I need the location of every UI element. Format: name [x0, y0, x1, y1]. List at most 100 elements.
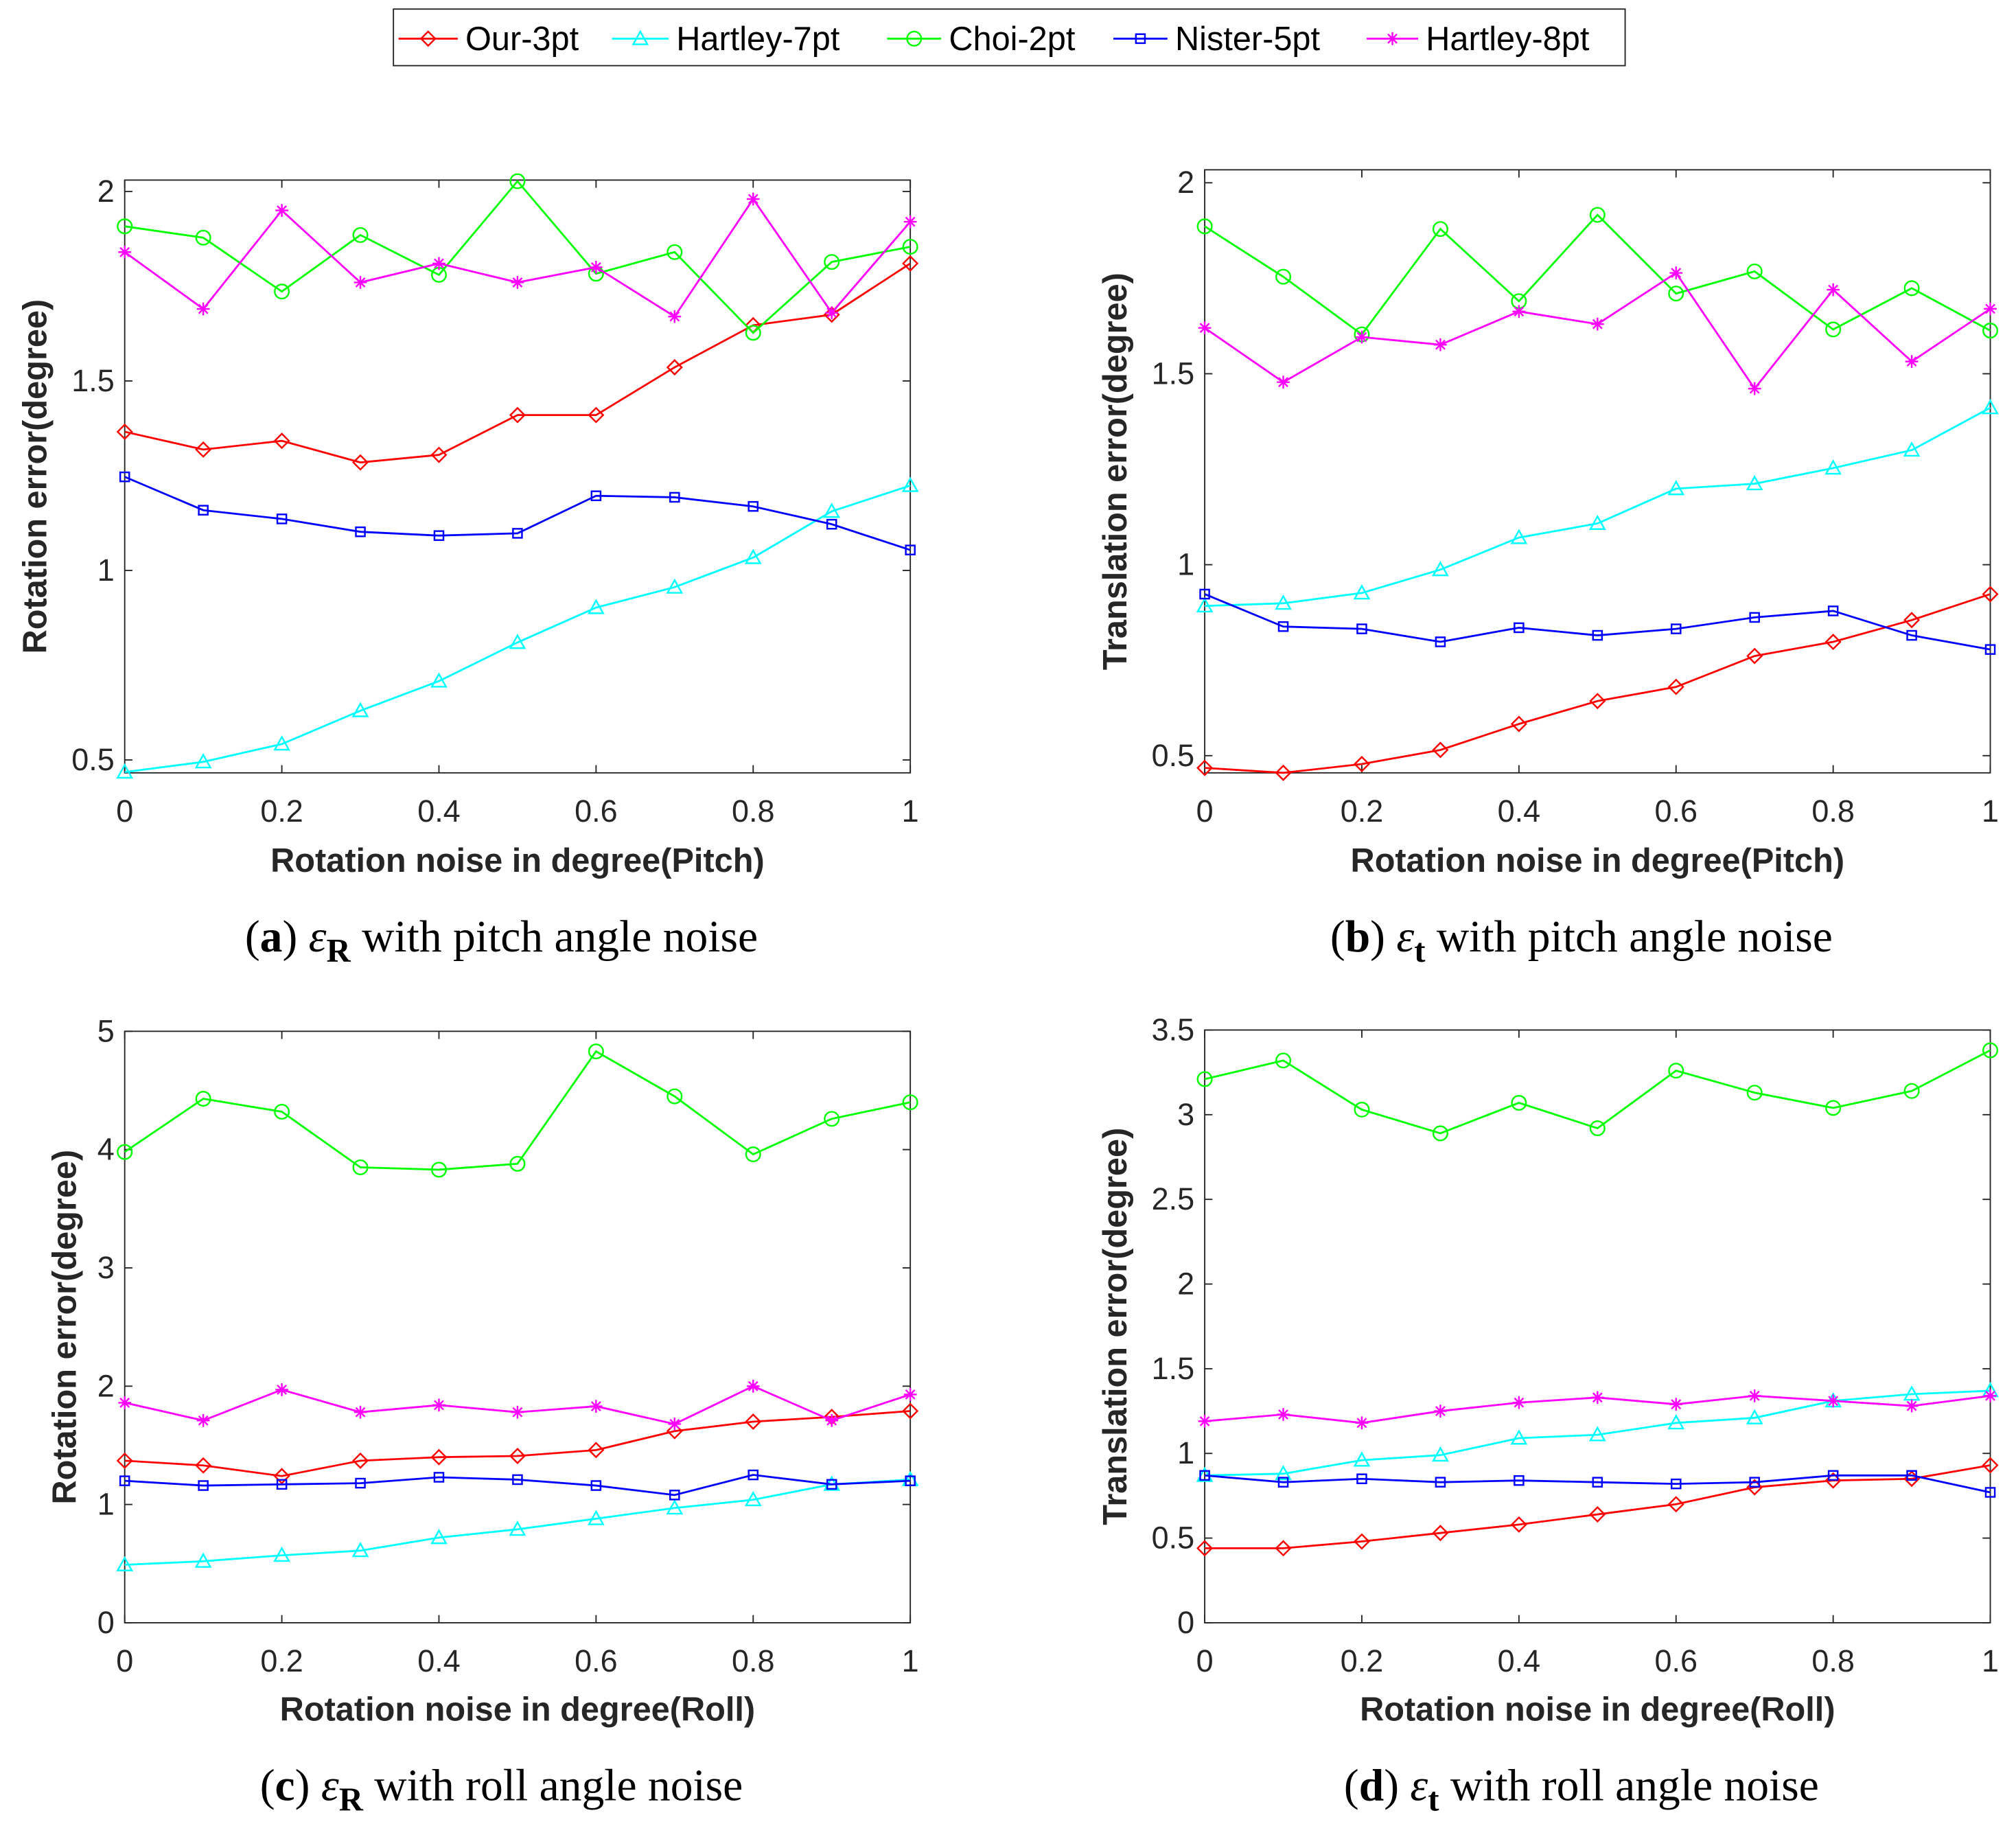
square-marker	[1435, 636, 1446, 647]
square-marker	[1592, 1477, 1603, 1488]
x-axis-label: Rotation noise in degree(Roll)	[280, 1691, 755, 1728]
diamond-marker	[1746, 647, 1763, 664]
diamond-marker	[509, 406, 526, 424]
diamond-marker	[273, 432, 290, 450]
circle-marker	[117, 1144, 133, 1160]
caption-paren: )	[1370, 912, 1396, 962]
circle-marker	[745, 1146, 761, 1163]
circle-marker	[667, 1088, 683, 1105]
asterisk-stroke	[1985, 1390, 1995, 1401]
circle-marker	[902, 238, 918, 255]
asterisk-marker	[118, 1396, 132, 1409]
asterisk-stroke	[1356, 332, 1367, 343]
series-line	[124, 179, 911, 334]
asterisk-marker	[511, 276, 524, 289]
series-hartley-7pt	[116, 476, 919, 779]
circle-marker	[1511, 1095, 1527, 1111]
diamond-marker	[1667, 678, 1684, 695]
series-line	[124, 485, 911, 774]
triangle-marker	[116, 1556, 134, 1571]
triangle-marker	[1432, 561, 1449, 577]
triangle-marker	[1588, 1426, 1606, 1442]
legend-entry: Hartley-7pt	[612, 21, 840, 58]
asterisk-stroke	[119, 246, 130, 257]
asterisk-marker	[825, 306, 839, 319]
x-tick-label: 0.4	[1498, 794, 1540, 829]
series-nister-5pt	[119, 471, 916, 555]
triangle-marker	[1588, 514, 1606, 530]
asterisk-marker	[432, 257, 445, 270]
plot-area	[1204, 169, 1991, 774]
asterisk-marker	[1434, 1405, 1447, 1418]
caption-subscript: t	[1414, 932, 1425, 969]
asterisk-marker	[668, 310, 682, 323]
triangle-marker	[1196, 597, 1214, 613]
asterisk-stroke	[355, 277, 366, 288]
diamond-marker	[1510, 715, 1527, 732]
caption-paren: (	[1344, 1761, 1359, 1810]
square-marker	[826, 518, 837, 530]
square-marker	[905, 544, 916, 555]
x-tick-label: 0.8	[732, 794, 774, 829]
asterisk-marker	[1277, 375, 1290, 389]
series-our-3pt	[1196, 586, 1999, 781]
asterisk-stroke	[905, 1389, 916, 1400]
asterisk-marker	[1827, 1394, 1840, 1408]
asterisk-stroke	[1906, 1400, 1917, 1411]
asterisk-marker	[589, 260, 603, 274]
series-hartley-7pt	[116, 1470, 919, 1571]
series-nister-5pt	[1199, 1470, 1996, 1498]
circle-marker	[1354, 1101, 1370, 1118]
series-hartley-8pt	[1198, 1389, 1997, 1430]
triangle-marker	[1746, 474, 1763, 491]
circle-marker	[824, 1111, 840, 1127]
circle-marker	[1668, 1063, 1684, 1079]
x-tick-label: 0.8	[1811, 1643, 1854, 1678]
series-line	[1204, 1049, 1991, 1135]
x-tick-label: 0.2	[260, 794, 303, 829]
circle-marker	[667, 244, 683, 260]
asterisk-marker	[1748, 1389, 1761, 1402]
diamond-marker	[419, 30, 437, 47]
y-axis-label: Rotation error(degree)	[47, 1150, 84, 1505]
asterisk-stroke	[355, 1407, 366, 1418]
series-line	[1205, 1464, 1991, 1549]
triangle-marker	[1275, 594, 1292, 610]
asterisk-stroke	[1749, 383, 1760, 394]
asterisk-marker	[1512, 305, 1526, 319]
asterisk-stroke	[826, 308, 837, 318]
square-marker	[1277, 1477, 1289, 1488]
y-tick-label: 3.5	[1152, 1012, 1194, 1047]
asterisk-stroke	[512, 277, 523, 288]
legend-label: Nister-5pt	[1175, 21, 1321, 58]
x-tick-label: 0.6	[1655, 1643, 1698, 1678]
asterisk-stroke	[1906, 356, 1917, 367]
panel-caption: (a) εR with pitch angle noise	[245, 912, 758, 969]
x-tick-label: 0.8	[732, 1643, 774, 1678]
legend-box	[393, 8, 1626, 67]
asterisk-stroke	[1278, 1409, 1288, 1420]
legend-label: Our-3pt	[465, 21, 579, 58]
square-marker	[1906, 629, 1917, 641]
square-marker	[512, 1474, 523, 1486]
asterisk-marker	[1355, 330, 1369, 344]
asterisk-stroke	[1592, 319, 1603, 330]
x-tick-label: 0.6	[1655, 794, 1698, 829]
triangle-marker	[509, 634, 526, 649]
series-line	[1204, 213, 1991, 336]
circle-marker	[745, 325, 761, 341]
square-marker	[1670, 623, 1682, 634]
circle-marker	[509, 1155, 526, 1172]
caption-text: with roll angle noise	[1439, 1761, 1818, 1810]
triangle-marker	[901, 476, 919, 492]
asterisk-stroke	[119, 1398, 130, 1408]
diamond-marker	[1903, 612, 1921, 629]
diamond-marker	[902, 1402, 919, 1420]
legend: Our-3pt Hartley-7pt Choi-2pt Nister-5pt Hart…	[393, 8, 1626, 67]
panel-caption: (c) εR with roll angle noise	[260, 1761, 743, 1818]
y-tick-label: 1.5	[71, 363, 114, 398]
circle-marker	[906, 30, 923, 47]
diamond-marker	[430, 1448, 448, 1466]
legend-entry: Hartley-8pt	[1367, 21, 1590, 58]
diamond-marker	[352, 1452, 369, 1469]
